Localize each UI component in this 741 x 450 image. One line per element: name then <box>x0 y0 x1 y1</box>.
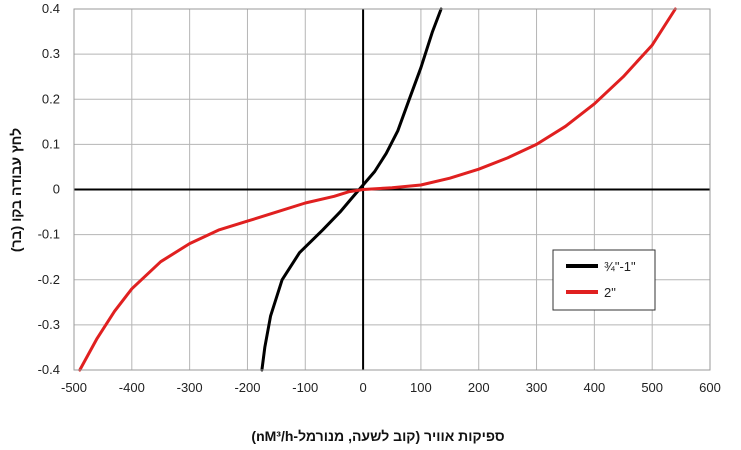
plot-frame <box>73 8 711 371</box>
x-tick-label: -100 <box>292 380 318 395</box>
y-tick-label: -0.3 <box>38 317 60 332</box>
y-tick-label: 0.3 <box>42 46 60 61</box>
series-lines <box>78 7 677 372</box>
tick-labels: -500 -400 -300 -200 -100 0 100 200 300 400 500 600 -… <box>38 1 721 395</box>
y-tick-label: 0 <box>53 182 60 197</box>
y-axis-title: לחץ עבודה בקו (בר) <box>8 128 24 252</box>
x-tick-label: -300 <box>177 380 203 395</box>
y-tick-label: -0.2 <box>38 272 60 287</box>
legend: ¾"-1" 2" <box>552 249 656 311</box>
x-tick-label: 300 <box>526 380 548 395</box>
x-tick-label: 0 <box>359 380 366 395</box>
y-tick-label: 0.1 <box>42 136 60 151</box>
y-tick-label: -0.1 <box>38 227 60 242</box>
y-tick-label: 0.4 <box>42 1 60 16</box>
y-tick-label: 0.2 <box>42 91 60 106</box>
legend-label-1: ¾"-1" <box>604 259 636 274</box>
x-tick-label: 200 <box>468 380 490 395</box>
y-tick-label: -0.4 <box>38 362 60 377</box>
x-axis-title: ספיקות אוויר (קוב לשעה, מנורמל-nM³/h) <box>251 428 504 444</box>
x-tick-label: -500 <box>61 380 87 395</box>
x-tick-label: 500 <box>641 380 663 395</box>
x-tick-label: -400 <box>119 380 145 395</box>
series-line-2 <box>78 7 677 372</box>
legend-label-2: 2" <box>604 285 616 300</box>
x-tick-label: 100 <box>410 380 432 395</box>
axes <box>74 9 710 370</box>
x-tick-label: 600 <box>699 380 721 395</box>
legend-box <box>552 249 656 311</box>
x-tick-label: 400 <box>584 380 606 395</box>
x-tick-label: -200 <box>234 380 260 395</box>
